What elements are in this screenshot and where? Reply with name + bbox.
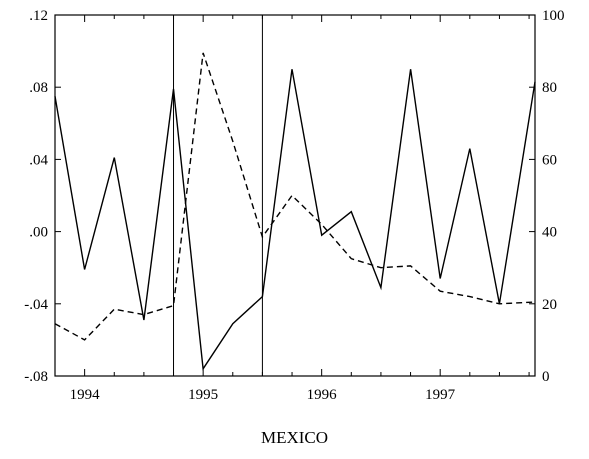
series-layer — [54, 52, 536, 371]
left-axis-tick-label: .04 — [29, 152, 48, 168]
ticks-layer — [54, 14, 535, 377]
labels-layer: -.08 -.04 .00 .04 .08 .12 0 20 40 60 80 100 1994 1995… — [24, 8, 564, 403]
left-axis-tick-label: -.04 — [24, 297, 48, 313]
x-axis-tick-label: 1997 — [425, 387, 456, 403]
x-axis-tick-label: 1995 — [188, 387, 218, 403]
solid-series-line — [54, 69, 536, 371]
right-axis-tick-label: 100 — [542, 8, 565, 24]
chart-title: MEXICO — [260, 428, 329, 447]
right-axis-tick-label: 0 — [542, 369, 550, 385]
plot-frame — [54, 14, 536, 377]
x-axis-tick-label: 1994 — [70, 387, 101, 403]
right-axis-tick-label: 60 — [542, 152, 557, 168]
right-axis-tick-label: 80 — [542, 80, 557, 96]
dashed-series-line — [54, 52, 536, 341]
x-axis-tick-label: 1996 — [307, 387, 338, 403]
left-axis-tick-label: .00 — [29, 225, 48, 241]
left-axis-tick-label: .12 — [29, 8, 48, 24]
left-axis-tick-label: -.08 — [24, 369, 48, 385]
right-axis-tick-label: 20 — [542, 297, 557, 313]
left-axis-tick-label: .08 — [29, 80, 48, 96]
right-axis-tick-label: 40 — [542, 225, 557, 241]
markers-layer — [173, 15, 263, 376]
